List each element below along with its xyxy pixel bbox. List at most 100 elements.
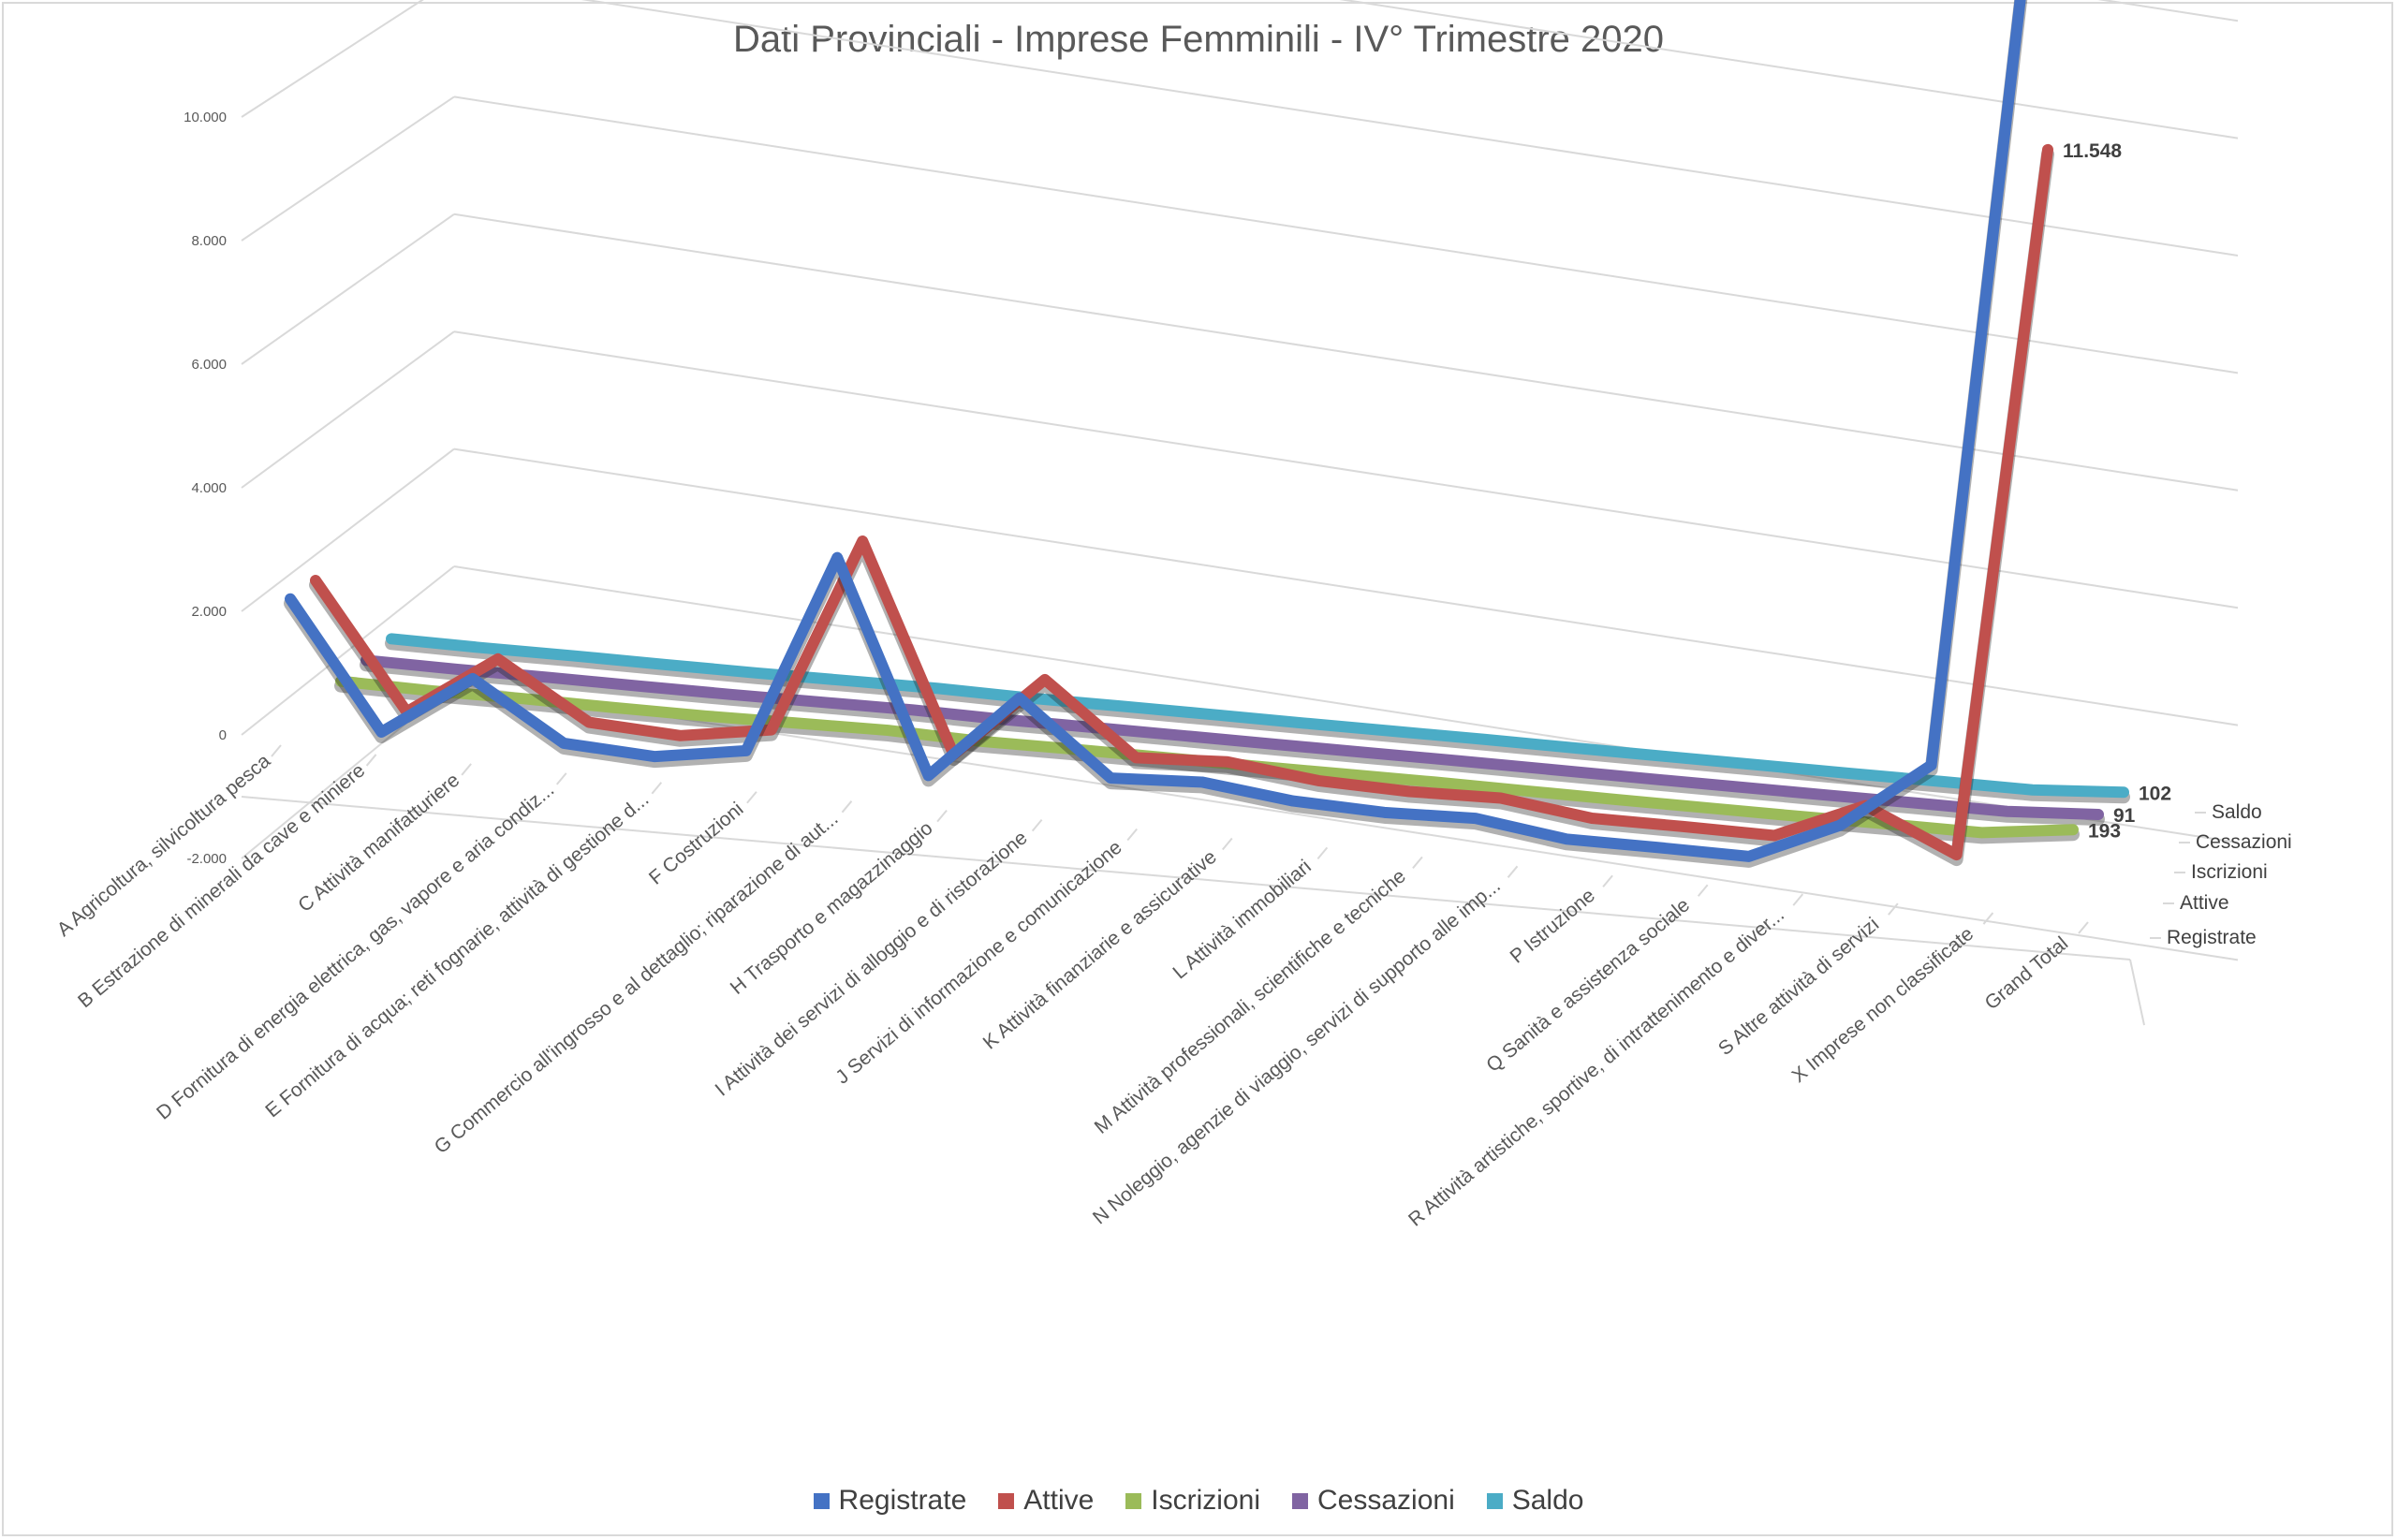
x-tick-mark: [1888, 902, 1899, 916]
y-tick-label: 0: [219, 727, 227, 743]
x-tick-mark: [1697, 884, 1709, 897]
gridlines: [241, 0, 2239, 1026]
x-tick-mark: [461, 763, 472, 776]
data-point-attive: [1044, 679, 1046, 681]
x-tick-label: E Fornitura di acqua; reti fognarie, att…: [261, 788, 653, 1122]
data-point-saldo: [390, 638, 392, 639]
gridline-back: [453, 330, 2239, 609]
data-point-saldo: [1667, 755, 1669, 757]
data-point-registrate: [1748, 856, 1750, 858]
floor-right-edge: [2129, 959, 2145, 1026]
x-tick-label: R Attività artistiche, sportive, di intr…: [1404, 903, 1788, 1230]
data-point-iscrizioni: [887, 729, 889, 731]
data-point-iscrizioni: [1343, 773, 1345, 775]
y-axis-ticks: 16.00014.00012.00010.0008.0006.0004.0002…: [184, 0, 227, 867]
x-tick-mark: [841, 800, 853, 814]
data-point-iscrizioni: [1525, 790, 1527, 792]
data-point-registrate: [1110, 777, 1111, 779]
data-point-cessazioni: [1641, 777, 1643, 779]
data-point-registrate: [654, 755, 655, 757]
data-point-registrate: [1931, 764, 1933, 766]
y-tick-label: 2.000: [191, 604, 227, 620]
x-tick-label: H Trasporto e magazzinaggio: [727, 817, 937, 999]
legend-swatch: [998, 1492, 1015, 1509]
x-tick-label: F Costruzioni: [645, 799, 748, 889]
data-label-iscrizioni: 193: [2088, 820, 2121, 842]
data-point-registrate: [1383, 812, 1385, 814]
legend-item-saldo: Saldo: [1486, 1485, 1584, 1517]
data-point-attive: [1773, 835, 1775, 837]
data-point-saldo: [755, 672, 757, 674]
data-point-saldo: [481, 647, 483, 649]
data-point-cessazioni: [1185, 735, 1187, 737]
data-point-registrate: [289, 598, 291, 600]
legend-swatch: [1292, 1492, 1308, 1509]
legend-swatch: [813, 1492, 830, 1509]
series-line-saldo: [386, 633, 2129, 799]
data-point-attive: [1683, 826, 1684, 828]
data-point-registrate: [380, 731, 382, 733]
x-tick-mark: [1792, 893, 1804, 906]
gridline-side: [241, 330, 455, 489]
x-tick-mark: [1222, 837, 1233, 851]
data-point-saldo: [1758, 764, 1760, 766]
gridline-back: [2097, 0, 2239, 22]
data-label-cessazioni: 91: [2113, 805, 2136, 827]
x-tick-mark: [1126, 828, 1138, 842]
data-point-cessazioni: [1368, 752, 1370, 754]
legend-item-cessazioni: Cessazioni: [1292, 1485, 1455, 1517]
data-point-registrate: [928, 774, 930, 776]
y-tick-label: 4.000: [191, 480, 227, 496]
data-point-registrate: [1839, 825, 1841, 827]
gridline-back: [581, 0, 2239, 257]
data-point-cessazioni: [1733, 785, 1735, 787]
x-tick-mark: [1316, 846, 1329, 860]
legend-swatch: [1486, 1492, 1503, 1509]
data-point-cessazioni: [1915, 802, 1917, 804]
legend-label: Saldo: [1511, 1485, 1584, 1516]
gridline-side: [241, 0, 424, 118]
data-label-attive: 11.548: [2063, 140, 2122, 162]
legend-item-iscrizioni: Iscrizioni: [1125, 1485, 1260, 1517]
data-point-iscrizioni: [796, 722, 798, 724]
data-point-saldo: [664, 664, 666, 666]
data-point-attive: [1227, 761, 1228, 763]
x-tick-mark: [746, 791, 757, 804]
data-point-saldo: [1849, 772, 1851, 774]
data-point-attive: [497, 658, 499, 660]
x-tick-label: N Noleggio, agenzie di viaggio, servizi …: [1089, 875, 1505, 1229]
data-point-iscrizioni: [1981, 831, 1983, 833]
legend-item-attive: Attive: [998, 1485, 1094, 1517]
data-point-cessazioni: [1459, 760, 1461, 762]
x-tick-mark: [651, 782, 663, 795]
data-point-iscrizioni: [704, 715, 706, 717]
x-tick-label: Q Sanità e assistenza sociale: [1482, 894, 1694, 1077]
data-point-cessazioni: [821, 701, 823, 703]
data-point-iscrizioni: [522, 697, 524, 699]
data-point-registrate: [836, 557, 838, 559]
legend-label: Registrate: [838, 1485, 967, 1516]
data-point-attive: [1500, 797, 1502, 799]
data-point-cessazioni: [1277, 743, 1279, 745]
data-point-saldo: [1484, 739, 1486, 741]
y-tick-label: 12.000: [184, 0, 227, 2]
data-point-attive: [1408, 791, 1410, 793]
depth-label: Registrate: [2167, 927, 2257, 948]
data-point-saldo: [1576, 747, 1578, 749]
y-tick-label: 8.000: [191, 233, 227, 249]
x-tick-label: P Istruzione: [1507, 885, 1599, 968]
data-point-saldo: [846, 680, 848, 682]
data-point-iscrizioni: [1616, 799, 1618, 800]
data-point-iscrizioni: [1434, 781, 1435, 783]
series-line-attive: [310, 143, 2053, 861]
data-point-attive: [588, 722, 590, 724]
data-point-attive: [771, 729, 772, 731]
gridline-back: [453, 95, 2239, 374]
data-point-saldo: [2123, 791, 2125, 793]
data-point-iscrizioni: [1799, 815, 1801, 817]
depth-label: Attive: [2180, 892, 2229, 914]
y-tick-label: -2.000: [186, 851, 227, 867]
data-point-registrate: [472, 678, 474, 680]
